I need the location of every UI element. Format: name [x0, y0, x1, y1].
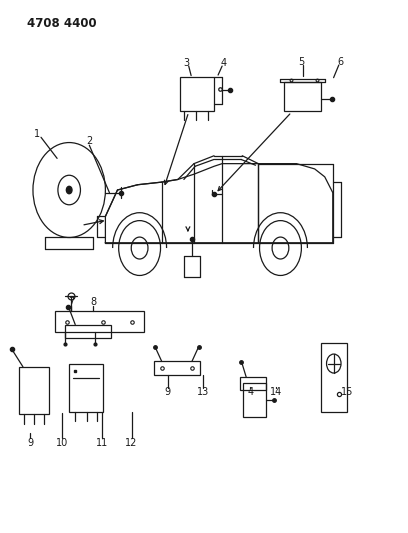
Text: 1: 1 — [34, 128, 40, 139]
Text: 3: 3 — [183, 58, 189, 68]
Text: 2: 2 — [86, 136, 93, 146]
Text: 11: 11 — [96, 438, 108, 448]
Text: 7: 7 — [68, 297, 74, 308]
Text: 12: 12 — [125, 438, 138, 448]
Text: 8: 8 — [90, 297, 96, 308]
Text: 9: 9 — [165, 387, 171, 397]
Text: 4: 4 — [220, 58, 226, 68]
Text: 4708 4400: 4708 4400 — [27, 17, 97, 29]
Text: 10: 10 — [56, 438, 69, 448]
Text: 5: 5 — [298, 57, 304, 67]
Text: 13: 13 — [197, 387, 209, 397]
Text: 9: 9 — [27, 438, 33, 448]
Circle shape — [67, 187, 72, 193]
Text: 14: 14 — [270, 387, 282, 397]
Text: 4: 4 — [247, 387, 253, 397]
Text: 6: 6 — [337, 57, 343, 67]
Text: 15: 15 — [341, 387, 353, 397]
